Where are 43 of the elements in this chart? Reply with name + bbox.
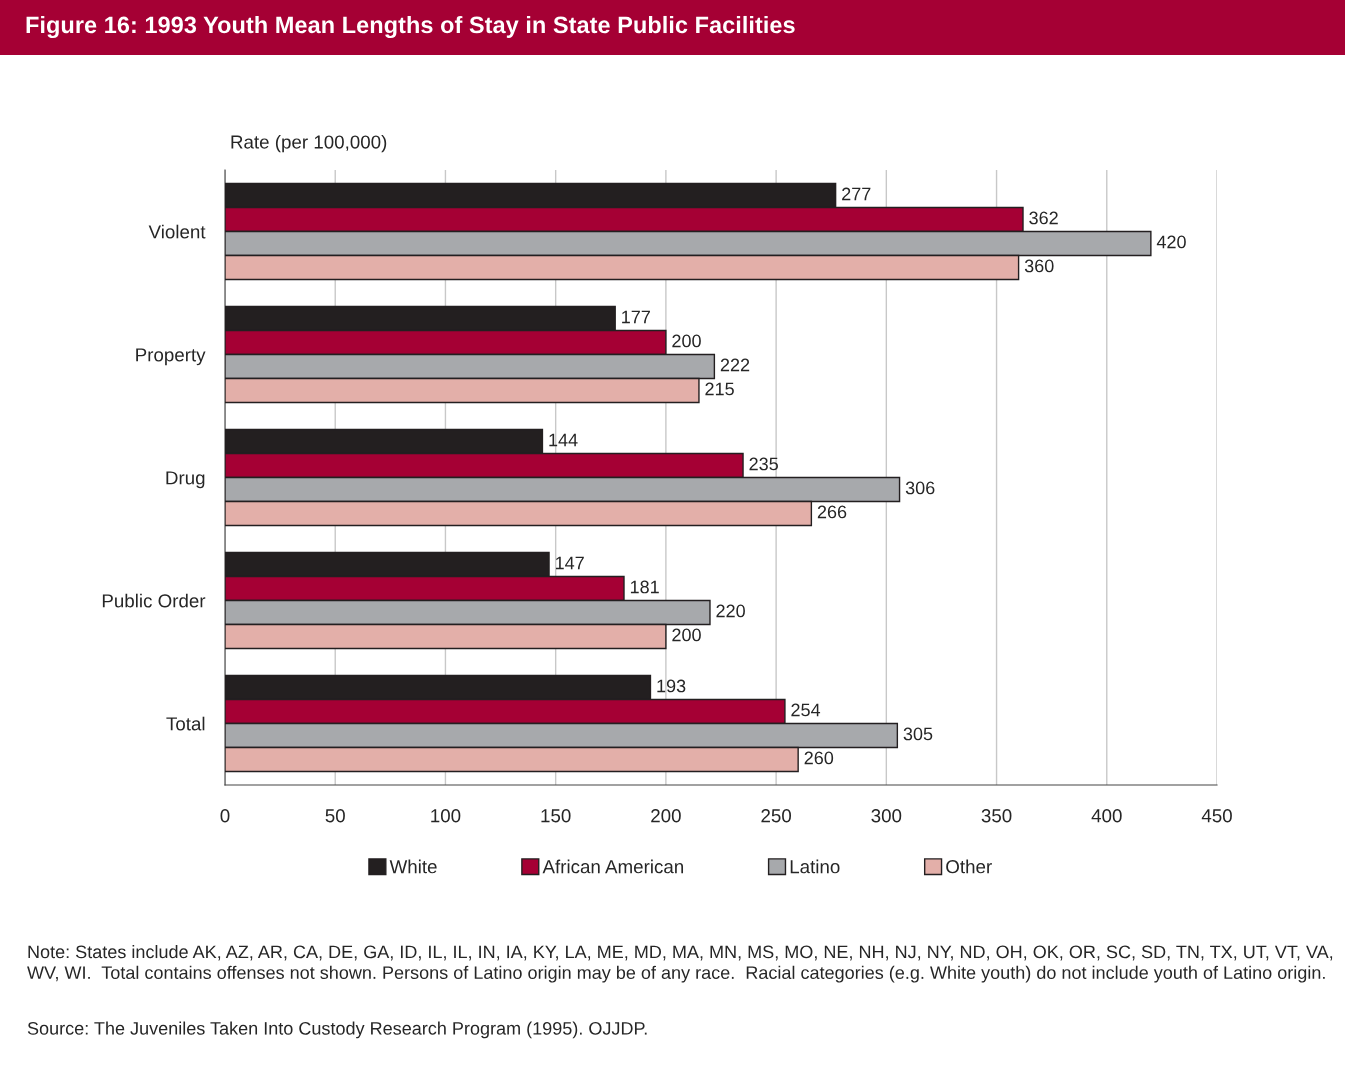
- data-label: 420: [1156, 235, 1186, 249]
- data-label: 147: [555, 556, 584, 570]
- y-tick-label: Total: [166, 716, 205, 731]
- data-label: 181: [630, 580, 659, 594]
- text: Note: States include AK, AZ, AR, CA, DE, GA, ID, IL, IL, IN, IA, KY, LA, ME, MD, MA, MN, MS, MO, NE, NH, NJ, NY, ND, OH, OK, OR, SC, SD, TN, TX, UT, VT, VA, WV, WI. Total contains offenses not shown. Persons of Latino origin may be of any race. Racial categories (e.g. White youth) do not include youth of Latino origin.: [27, 945, 1333, 983]
- source-note: Source: The Juveniles Taken Into Custody Research Program (1995). OJJDP.: [27, 1021, 647, 1039]
- x-tick-label: 0: [220, 809, 230, 823]
- data-label: 277: [842, 187, 871, 201]
- y-tick-label: Public Order: [102, 593, 206, 608]
- data-label: 305: [903, 727, 933, 741]
- x-tick-label: 100: [431, 809, 461, 823]
- x-tick-label: 200: [651, 809, 681, 823]
- data-label: 235: [749, 457, 778, 471]
- data-label: 360: [1024, 259, 1054, 273]
- chart-title: Figure 16: 1993 Youth Mean Lengths of Stay in State Public Facilities: [26, 15, 795, 39]
- data-label: 266: [817, 505, 847, 519]
- legend-label: African American: [542, 859, 684, 874]
- data-label: 254: [791, 703, 821, 717]
- x-tick-label: 400: [1091, 809, 1122, 823]
- x-axis-title: Rate (per 100,000): [231, 134, 387, 153]
- x-tick-label: 150: [541, 809, 571, 823]
- data-label: 260: [804, 751, 834, 765]
- y-tick-label: Violent: [148, 224, 206, 239]
- data-label: 144: [549, 433, 578, 447]
- legend-label: White: [389, 859, 437, 874]
- data-label: 362: [1029, 211, 1058, 225]
- y-tick-label: Drug: [166, 471, 205, 489]
- data-label: 215: [705, 382, 734, 396]
- legend-label: Latino: [790, 859, 840, 874]
- x-tick-label: 50: [325, 809, 345, 823]
- data-label: 193: [657, 679, 686, 693]
- data-label: 177: [622, 310, 650, 324]
- data-label: 220: [716, 604, 745, 618]
- legend-label: Other: [946, 859, 992, 874]
- x-tick-label: 300: [871, 809, 902, 823]
- data-label: 222: [720, 358, 750, 372]
- x-tick-label: 450: [1201, 809, 1232, 823]
- y-tick-label: Property: [136, 348, 206, 366]
- data-label: 306: [905, 481, 935, 495]
- x-tick-label: 350: [981, 809, 1012, 823]
- x-tick-label: 250: [761, 809, 792, 823]
- data-label: 200: [672, 334, 701, 348]
- data-label: 200: [672, 628, 701, 642]
